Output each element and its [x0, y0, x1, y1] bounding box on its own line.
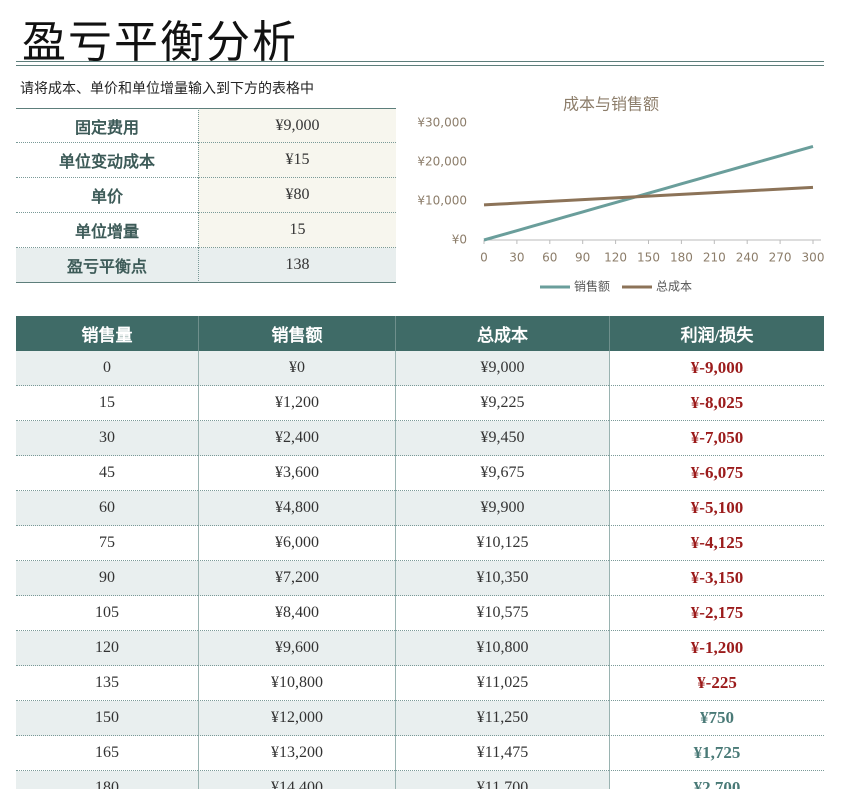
table-cell: ¥10,350	[395, 561, 609, 596]
table-cell: ¥11,700	[395, 771, 609, 789]
table-cell: ¥9,000	[395, 351, 609, 386]
x-tick-label: 120	[604, 251, 627, 265]
table-cell: ¥10,125	[395, 526, 609, 561]
input-value: ¥15	[198, 143, 396, 178]
input-label: 单位增量	[16, 213, 198, 248]
table-cell: ¥3,600	[198, 456, 395, 491]
table-cell: ¥10,800	[198, 666, 395, 701]
x-tick-label: 90	[575, 251, 590, 265]
table-cell: ¥12,000	[198, 701, 395, 736]
table-cell: 120	[16, 631, 198, 666]
profit-cell: ¥750	[609, 701, 824, 736]
table-cell: 60	[16, 491, 198, 526]
profit-cell: ¥-5,100	[609, 491, 824, 526]
table-cell: ¥10,800	[395, 631, 609, 666]
x-tick-label: 0	[480, 251, 488, 265]
table-cell: 0	[16, 351, 198, 386]
series-line	[483, 144, 814, 242]
table-cell: 165	[16, 736, 198, 771]
table-cell: 15	[16, 386, 198, 421]
title-rule	[16, 61, 824, 66]
y-tick-label: ¥10,000	[417, 194, 467, 208]
table-cell: ¥11,475	[395, 736, 609, 771]
table-cell: 135	[16, 666, 198, 701]
y-tick-label: ¥0	[452, 233, 467, 247]
legend-label: 销售额	[574, 279, 610, 294]
profit-cell: ¥-7,050	[609, 421, 824, 456]
input-label: 固定费用	[16, 108, 198, 143]
table-cell: ¥11,025	[395, 666, 609, 701]
profit-cell: ¥-8,025	[609, 386, 824, 421]
profit-cell: ¥-1,200	[609, 631, 824, 666]
profit-cell: ¥-9,000	[609, 351, 824, 386]
table-cell: ¥6,000	[198, 526, 395, 561]
chart: 成本与销售额 ¥0 ¥10,000 ¥20,000 ¥30,000 0 30 60 90 120 1…	[417, 95, 825, 294]
x-tick-label: 270	[769, 251, 792, 265]
column-header: 利润/损失	[609, 316, 824, 351]
x-tick-label: 240	[736, 251, 759, 265]
x-tick-label: 210	[703, 251, 726, 265]
table-cell: 45	[16, 456, 198, 491]
chart-title: 成本与销售额	[563, 95, 659, 114]
table-cell: 180	[16, 771, 198, 789]
profit-cell: ¥-4,125	[609, 526, 824, 561]
x-tick-label: 150	[637, 251, 660, 265]
table-cell: ¥9,675	[395, 456, 609, 491]
x-tick-label: 300	[802, 251, 825, 265]
table-cell: ¥11,250	[395, 701, 609, 736]
table-cell: 30	[16, 421, 198, 456]
input-value: 15	[198, 213, 396, 248]
table-cell: ¥7,200	[198, 561, 395, 596]
table-cell: 75	[16, 526, 198, 561]
table-cell: ¥14,400	[198, 771, 395, 789]
legend-label: 总成本	[656, 280, 692, 294]
table-cell: ¥2,400	[198, 421, 395, 456]
y-tick-label: ¥30,000	[417, 116, 467, 130]
profit-cell: ¥-6,075	[609, 456, 824, 491]
table-cell: ¥10,575	[395, 596, 609, 631]
profit-cell: ¥-2,175	[609, 596, 824, 631]
column-header: 销售额	[198, 316, 395, 351]
table-cell: 105	[16, 596, 198, 631]
table-cell: 150	[16, 701, 198, 736]
table-cell: ¥9,900	[395, 491, 609, 526]
input-label: 盈亏平衡点	[16, 248, 198, 283]
series-line	[483, 185, 814, 207]
profit-cell: ¥-3,150	[609, 561, 824, 596]
y-tick-label: ¥20,000	[417, 155, 467, 169]
input-value: ¥80	[198, 178, 396, 213]
x-tick-label: 30	[509, 251, 524, 265]
profit-cell: ¥1,725	[609, 736, 824, 771]
table-cell: ¥13,200	[198, 736, 395, 771]
x-tick-label: 180	[670, 251, 693, 265]
table-cell: ¥8,400	[198, 596, 395, 631]
instruction: 请将成本、单价和单位增量输入到下方的表格中	[20, 81, 314, 97]
table-cell: ¥9,450	[395, 421, 609, 456]
table-cell: ¥9,225	[395, 386, 609, 421]
table-cell: ¥1,200	[198, 386, 395, 421]
table-cell: ¥9,600	[198, 631, 395, 666]
input-value: ¥9,000	[198, 108, 396, 143]
column-header: 销售量	[16, 316, 198, 351]
title: 盈亏平衡分析	[22, 18, 298, 67]
input-value: 138	[198, 248, 396, 283]
table-cell: ¥4,800	[198, 491, 395, 526]
input-label: 单价	[16, 178, 198, 213]
profit-cell: ¥2,700	[609, 771, 824, 789]
x-tick-label: 60	[542, 251, 557, 265]
table-cell: ¥0	[198, 351, 395, 386]
column-header: 总成本	[395, 316, 609, 351]
table-cell: 90	[16, 561, 198, 596]
input-label: 单位变动成本	[16, 143, 198, 178]
profit-cell: ¥-225	[609, 666, 824, 701]
